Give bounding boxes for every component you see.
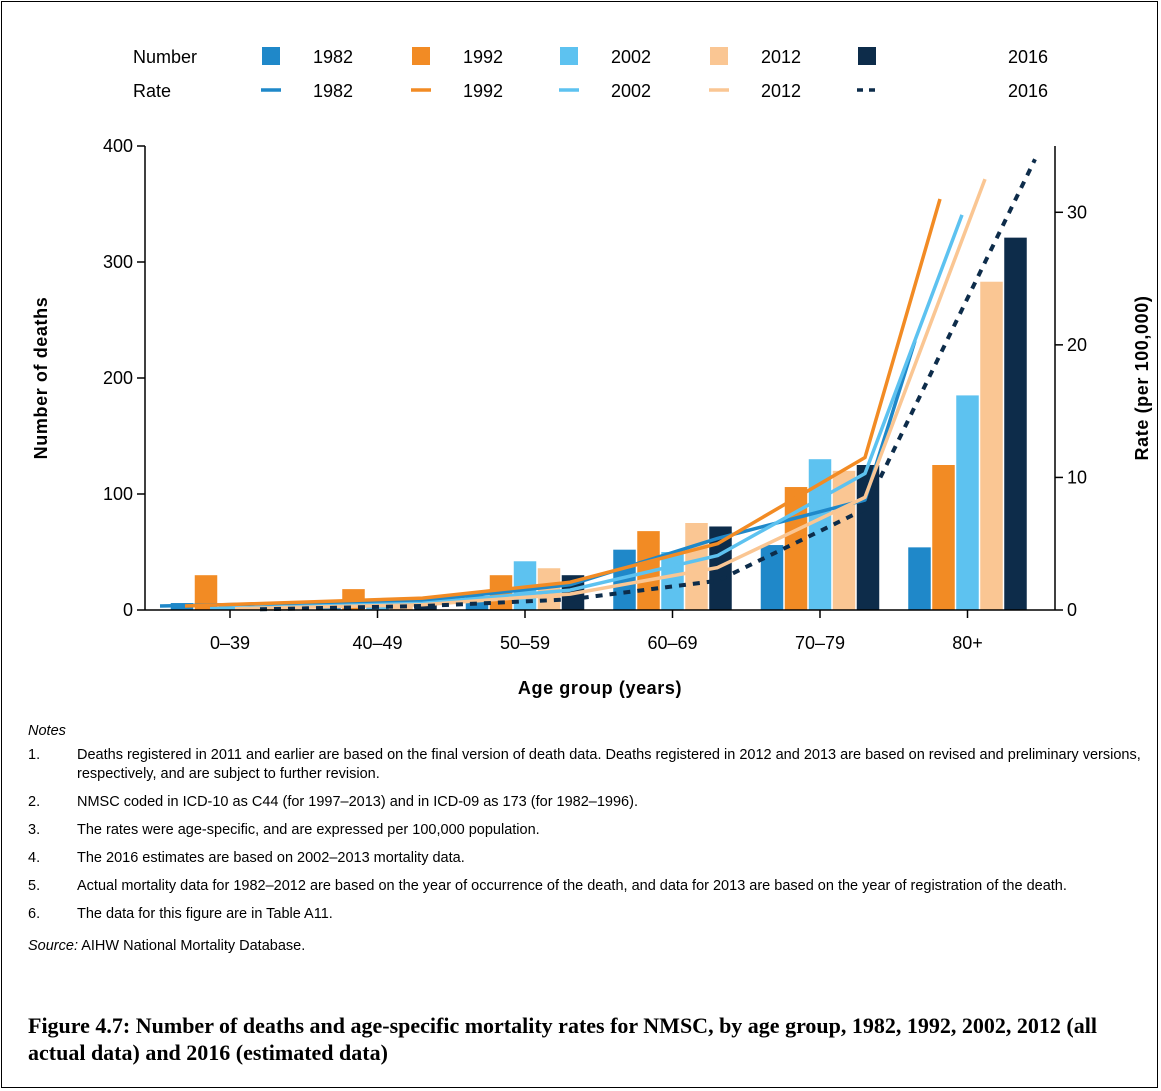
note-item: 1. Deaths registered in 2011 and earlier … [28,746,1148,784]
note-text: The data for this figure are in Table A1… [77,906,333,922]
bar-1992-5 [932,465,955,610]
legend-swatch-number-2016 [858,47,876,65]
notes-list: 1. Deaths registered in 2011 and earlier … [28,746,1148,924]
bar-1992-0 [194,575,218,610]
legend-year-number-2016: 2016 [1008,47,1048,67]
y-tick-label-right: 30 [1067,202,1087,222]
note-item: 2. NMSC coded in ICD-10 as C44 (for 1997–… [28,793,1148,812]
y-tick-label-right: 0 [1067,600,1077,620]
note-item: 6. The data for this figure are in Table … [28,905,1148,924]
source-label: Source: [28,938,78,954]
legend: Number Rate 1982 1992 2002 2012 2016 1982 1992 20… [133,47,1048,101]
note-number: 1. [28,747,41,763]
rate-lines [159,158,1037,612]
legend-year-rate-2002: 2002 [611,81,651,101]
legend-year-number-2002: 2002 [611,47,651,67]
x-tick-label: 60–69 [647,633,697,653]
bar-2012-3 [685,523,708,610]
y-tick-label-left: 100 [103,484,133,504]
bar-2016-3 [709,526,732,610]
x-tick-label: 70–79 [795,633,845,653]
y-tick-label-left: 0 [123,600,133,620]
axes: 0 100 200 300 400 0 10 20 30 0–39 40–49 50–59 60–69 7… [31,136,1152,698]
note-item: 5. Actual mortality data for 1982–2012 ar… [28,877,1148,896]
source-text: AIHW National Mortality Database. [77,938,306,954]
bars [170,237,1027,610]
bar-2002-5 [956,395,979,610]
legend-swatch-number-1992 [412,47,430,65]
legend-swatch-number-2012 [710,47,728,65]
bar-2016-1 [414,604,437,610]
rate-line-2016 [259,158,1037,612]
legend-number-label: Number [133,47,197,67]
y-tick-label-left: 200 [103,368,133,388]
note-text: The rates were age-specific, and are exp… [77,822,540,838]
bar-2016-5 [1004,237,1027,610]
x-axis-title: Age group (years) [518,678,682,698]
legend-swatch-number-2002 [560,47,578,65]
note-number: 5. [28,878,41,894]
bar-2002-3 [661,552,684,610]
note-item: 3. The rates were age-specific, and are e… [28,821,1148,840]
legend-year-rate-1992: 1992 [463,81,503,101]
notes-heading: Notes [28,723,66,739]
legend-year-rate-2016: 2016 [1008,81,1048,101]
x-tick-label: 0–39 [210,633,250,653]
legend-year-number-1982: 1982 [313,47,353,67]
note-text: NMSC coded in ICD-10 as C44 (for 1997–20… [77,794,638,810]
source-line: Source: AIHW National Mortality Database… [28,937,1148,956]
bar-1982-4 [760,545,784,610]
note-number: 6. [28,906,41,922]
y-tick-label-left: 300 [103,252,133,272]
x-tick-label: 40–49 [352,633,402,653]
note-text: Actual mortality data for 1982–2012 are … [77,878,1067,894]
legend-year-number-1992: 1992 [463,47,503,67]
rate-line-1992 [184,198,942,608]
y-axis-title-left: Number of deaths [31,297,51,460]
legend-year-rate-2012: 2012 [761,81,801,101]
y-tick-label-right: 10 [1067,467,1087,487]
bar-1982-1 [318,607,341,610]
y-tick-label-right: 20 [1067,335,1087,355]
legend-swatch-number-1982 [262,47,280,65]
note-number: 4. [28,850,41,866]
y-axis-title-right: Rate (per 100,000) [1132,296,1152,461]
note-text: Deaths registered in 2011 and earlier ar… [77,747,1141,782]
figure-caption: Figure 4.7: Number of deaths and age-spe… [28,1013,1097,1065]
note-number: 2. [28,794,41,810]
legend-rate-label: Rate [133,81,171,101]
notes: Notes 1. Deaths registered in 2011 and ea… [28,722,1148,956]
note-number: 3. [28,822,41,838]
note-item: 4. The 2016 estimates are based on 2002–2… [28,849,1148,868]
x-tick-label: 80+ [952,633,983,653]
bar-2012-4 [832,470,856,610]
x-tick-label: 50–59 [500,633,550,653]
bar-1982-5 [908,547,931,610]
chart: Number Rate 1982 1992 2002 2012 2016 1982 1992 20… [31,47,1152,698]
legend-year-number-2012: 2012 [761,47,801,67]
bar-2012-5 [980,281,1003,610]
y-tick-label-left: 400 [103,136,133,156]
note-text: The 2016 estimates are based on 2002–201… [77,850,465,866]
legend-year-rate-1982: 1982 [313,81,353,101]
